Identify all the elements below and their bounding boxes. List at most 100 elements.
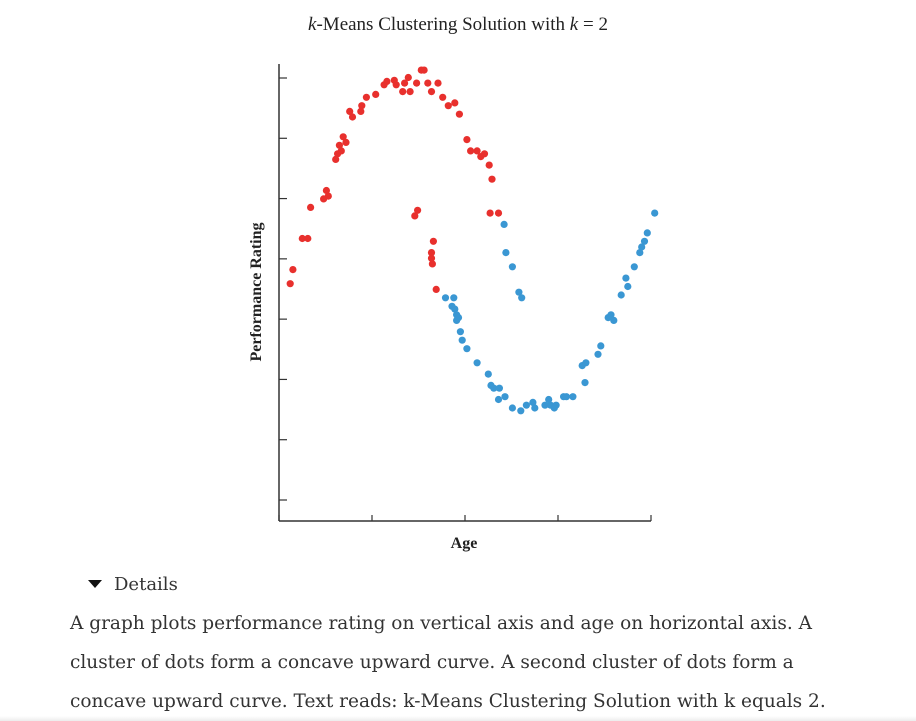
- cluster-2-point: [450, 294, 458, 302]
- x-axis-label: Age: [451, 535, 478, 552]
- cluster-1-point: [434, 79, 442, 87]
- cluster-2-point: [494, 395, 503, 404]
- cluster-1-point: [337, 147, 345, 155]
- cluster-1-point: [432, 285, 440, 293]
- cluster-2-point: [453, 316, 461, 324]
- cluster-1-point: [411, 212, 419, 220]
- cluster-1-point: [342, 138, 350, 146]
- cluster-1-point: [480, 150, 489, 158]
- cluster-1-point: [463, 136, 471, 144]
- cluster-1-point: [335, 141, 343, 149]
- cluster-2-point: [640, 237, 649, 245]
- cluster-1-point: [467, 147, 475, 155]
- cluster-1-point: [429, 237, 437, 245]
- cluster-1-point: [348, 113, 357, 121]
- cluster-1-point: [451, 99, 459, 107]
- cluster-1-point: [399, 88, 407, 96]
- cluster-1-point: [406, 88, 414, 96]
- cluster-2-point: [597, 342, 605, 350]
- cluster-2-point: [541, 401, 549, 409]
- cluster-2-point: [545, 395, 553, 404]
- cluster-2-point: [456, 328, 464, 336]
- cluster-1-point: [424, 79, 432, 87]
- details-toggle[interactable]: Details: [88, 571, 178, 597]
- y-axis-label: Performance Rating: [248, 222, 265, 361]
- cluster-1-point: [357, 107, 365, 115]
- cluster-1-point: [286, 280, 294, 288]
- cluster-2-point: [636, 249, 644, 257]
- cluster-1-point: [439, 93, 447, 101]
- cluster-2-point: [501, 393, 509, 401]
- cluster-1-point: [372, 90, 380, 98]
- cluster-1-point: [362, 93, 370, 101]
- cluster-2-point: [458, 336, 466, 344]
- cluster-1-point: [298, 234, 306, 243]
- cluster-2-point: [607, 311, 615, 319]
- cluster-1-point: [358, 102, 366, 110]
- cluster-2-point: [624, 282, 632, 291]
- cluster-1-point: [307, 203, 315, 211]
- cluster-2-point: [517, 407, 525, 415]
- cluster-1-point: [346, 107, 354, 115]
- cluster-2-point: [484, 370, 492, 378]
- cluster-2-point: [473, 359, 481, 367]
- chart-marks: [286, 66, 659, 415]
- cluster-2-point: [651, 209, 659, 217]
- cluster-2-point: [451, 305, 459, 313]
- chart-description: A graph plots performance rating on vert…: [70, 613, 826, 712]
- cluster-1-point: [427, 88, 436, 96]
- chart-title-k: k: [308, 14, 317, 35]
- chart-axes: [278, 64, 652, 522]
- cluster-2-point: [569, 393, 577, 401]
- cluster-2-point: [508, 263, 516, 271]
- cluster-2-point: [500, 220, 508, 228]
- cluster-1-point: [332, 155, 340, 163]
- cluster-1-point: [401, 79, 409, 87]
- cluster-2-point: [643, 229, 651, 237]
- cluster-2-point: [529, 398, 537, 406]
- cluster-2-point: [522, 401, 531, 409]
- cluster-2-point: [617, 291, 625, 299]
- cluster-1-point: [427, 249, 436, 257]
- cluster-1-point: [322, 186, 330, 195]
- chart-title-suffix: = 2: [578, 14, 608, 35]
- cluster-1-point: [427, 254, 436, 262]
- cluster-2-point: [630, 263, 638, 271]
- details-label: Details: [114, 573, 178, 595]
- cluster-1-point: [289, 266, 297, 274]
- cluster-2-point: [552, 401, 560, 409]
- cluster-1-point: [339, 133, 347, 141]
- cluster-2-point: [441, 294, 450, 302]
- cluster-1-point: [455, 110, 463, 118]
- cluster-2-point: [562, 393, 571, 401]
- cluster-1-point: [420, 66, 428, 74]
- cluster-1-point: [473, 147, 481, 155]
- cluster-2-point: [490, 384, 498, 392]
- cluster-1-point: [413, 79, 421, 87]
- cluster-2-point: [502, 249, 510, 257]
- caret-down-icon: [88, 580, 102, 588]
- cluster-1-point: [392, 81, 400, 89]
- scatter-chart: Performance Rating Age: [248, 64, 659, 552]
- cluster-2-point: [531, 404, 539, 412]
- cluster-2-point: [610, 316, 618, 324]
- cluster-2-point: [582, 359, 590, 367]
- cluster-1-point: [486, 209, 494, 217]
- cluster-2-point: [463, 345, 471, 353]
- cluster-1-point: [324, 192, 332, 200]
- cluster-2-point: [495, 384, 503, 392]
- cluster-2-point: [508, 404, 516, 412]
- cluster-1-point: [304, 234, 312, 243]
- cluster-1-point: [404, 73, 412, 82]
- cluster-1-point: [414, 206, 422, 214]
- cluster-1-point: [485, 161, 493, 169]
- cluster-2-point: [638, 243, 646, 251]
- cluster-1-point: [444, 102, 452, 110]
- cluster-1-point: [494, 209, 503, 217]
- cluster-2-point: [515, 288, 523, 296]
- cluster-2-point: [581, 379, 589, 387]
- cluster-2-point: [594, 350, 602, 358]
- cluster-2-point: [518, 294, 526, 302]
- cluster-1-point: [488, 175, 496, 183]
- bottom-divider: [0, 716, 916, 721]
